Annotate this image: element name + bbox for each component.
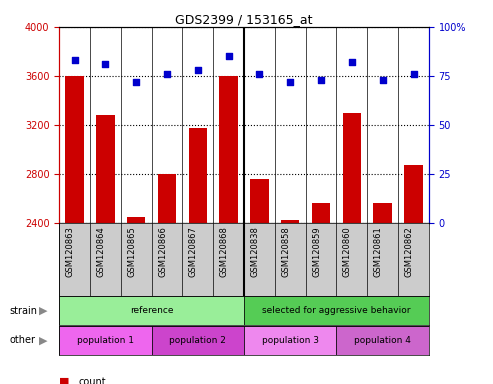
Text: population 2: population 2: [170, 336, 226, 345]
Text: GSM120859: GSM120859: [312, 227, 321, 277]
Text: ▶: ▶: [39, 306, 48, 316]
Bar: [65, 76, 84, 223]
Bar: [374, 203, 392, 223]
Bar: [404, 165, 423, 223]
Text: reference: reference: [130, 306, 174, 315]
Text: GSM120862: GSM120862: [404, 227, 414, 277]
Text: GSM120858: GSM120858: [281, 227, 290, 277]
Bar: [244, 296, 429, 325]
Text: GSM120838: GSM120838: [250, 227, 259, 277]
Bar: [96, 115, 114, 223]
Point: [194, 67, 202, 73]
Point: [132, 79, 140, 85]
Point: [163, 71, 171, 77]
Bar: [219, 76, 238, 223]
Text: ■: ■: [59, 377, 70, 384]
Point: [286, 79, 294, 85]
Bar: [158, 174, 176, 223]
Bar: [244, 326, 336, 355]
Text: strain: strain: [10, 306, 38, 316]
Bar: [281, 220, 300, 223]
Point: [70, 57, 78, 63]
Point: [255, 71, 263, 77]
Point: [379, 77, 387, 83]
Text: population 3: population 3: [262, 336, 319, 345]
Text: population 4: population 4: [354, 336, 411, 345]
Text: ▶: ▶: [39, 335, 48, 346]
Bar: [188, 129, 207, 223]
Text: GSM120867: GSM120867: [189, 227, 198, 277]
Point: [348, 59, 356, 65]
Point: [225, 53, 233, 59]
Text: GSM120860: GSM120860: [343, 227, 352, 277]
Bar: [127, 217, 145, 223]
Text: GSM120861: GSM120861: [374, 227, 383, 277]
Bar: [152, 326, 244, 355]
Point: [317, 77, 325, 83]
Text: count: count: [79, 377, 106, 384]
Text: GSM120866: GSM120866: [158, 227, 167, 277]
Point: [410, 71, 418, 77]
Text: population 1: population 1: [77, 336, 134, 345]
Text: GSM120868: GSM120868: [219, 227, 229, 277]
Point: [102, 61, 109, 67]
Bar: [343, 113, 361, 223]
Bar: [312, 203, 330, 223]
Title: GDS2399 / 153165_at: GDS2399 / 153165_at: [176, 13, 313, 26]
Text: other: other: [10, 335, 36, 346]
Text: GSM120864: GSM120864: [96, 227, 106, 277]
Bar: [250, 179, 269, 223]
Bar: [336, 326, 429, 355]
Bar: [59, 326, 152, 355]
Bar: [59, 296, 244, 325]
Text: selected for aggressive behavior: selected for aggressive behavior: [262, 306, 411, 315]
Text: GSM120863: GSM120863: [66, 227, 74, 277]
Text: GSM120865: GSM120865: [127, 227, 136, 277]
